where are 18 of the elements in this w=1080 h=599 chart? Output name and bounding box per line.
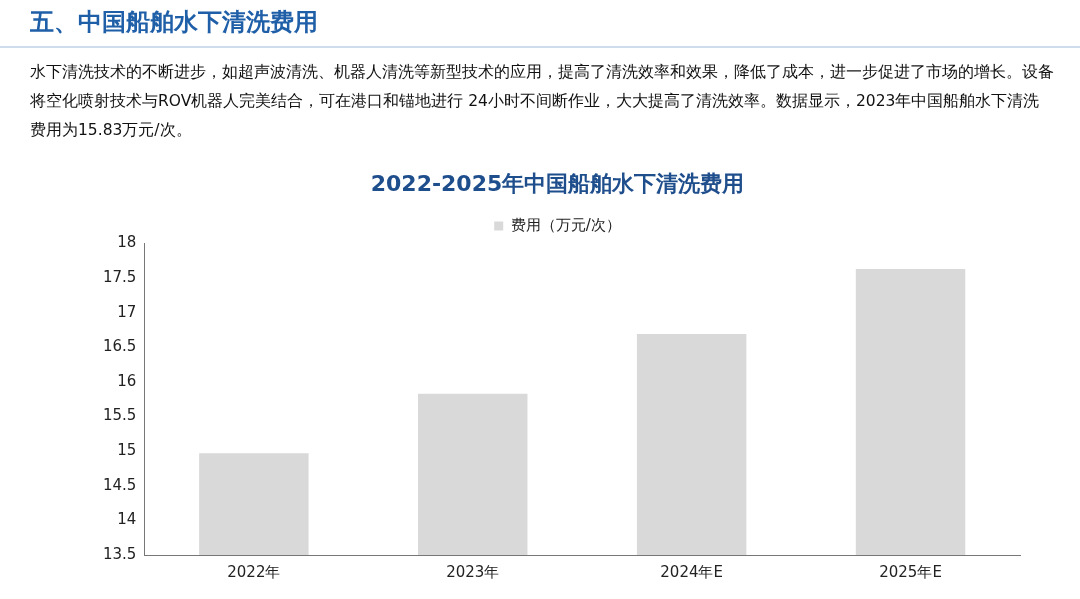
y-tick-label: 18 xyxy=(117,233,137,252)
y-tick-label: 16 xyxy=(117,371,137,390)
y-tick-label: 16.5 xyxy=(102,337,137,356)
y-tick-label: 14 xyxy=(117,510,137,529)
y-tick-label: 14.5 xyxy=(102,475,137,494)
y-tick-label: 13.5 xyxy=(102,544,137,563)
y-tick-label: 17 xyxy=(117,302,137,321)
y-tick-label: 15.5 xyxy=(102,406,137,425)
text: 五、中国船舶水下清洗费用 xyxy=(30,7,318,38)
x-tick-label: 2024年E xyxy=(660,562,723,581)
y-tick-label: 17.5 xyxy=(102,267,137,286)
x-tick-label: 2023年 xyxy=(446,562,500,581)
x-tick-label: 2025年E xyxy=(879,562,942,581)
text: 水下清洗技术的不断进步，如超声波清洗、机器人清洗等新型技术的应用，提高了清洗效率和效果，降低了成本，进一步促进了市场的增长。设备将空化喷射技术与ROV机器人完美结合，可在港口和锚地进行 24小时不间断作业，大大提高了清洗效率。数据显示，2023年中国船舶水下清洗费用为15.83万元/次。 xyxy=(30,62,1055,141)
chart-title: 2022-2025年中国船舶水下清洗费用 xyxy=(370,170,745,196)
y-tick-label: 15 xyxy=(117,441,137,460)
legend-label: 费用（万元/次） xyxy=(510,215,621,234)
x-tick-label: 2022年 xyxy=(227,562,281,581)
